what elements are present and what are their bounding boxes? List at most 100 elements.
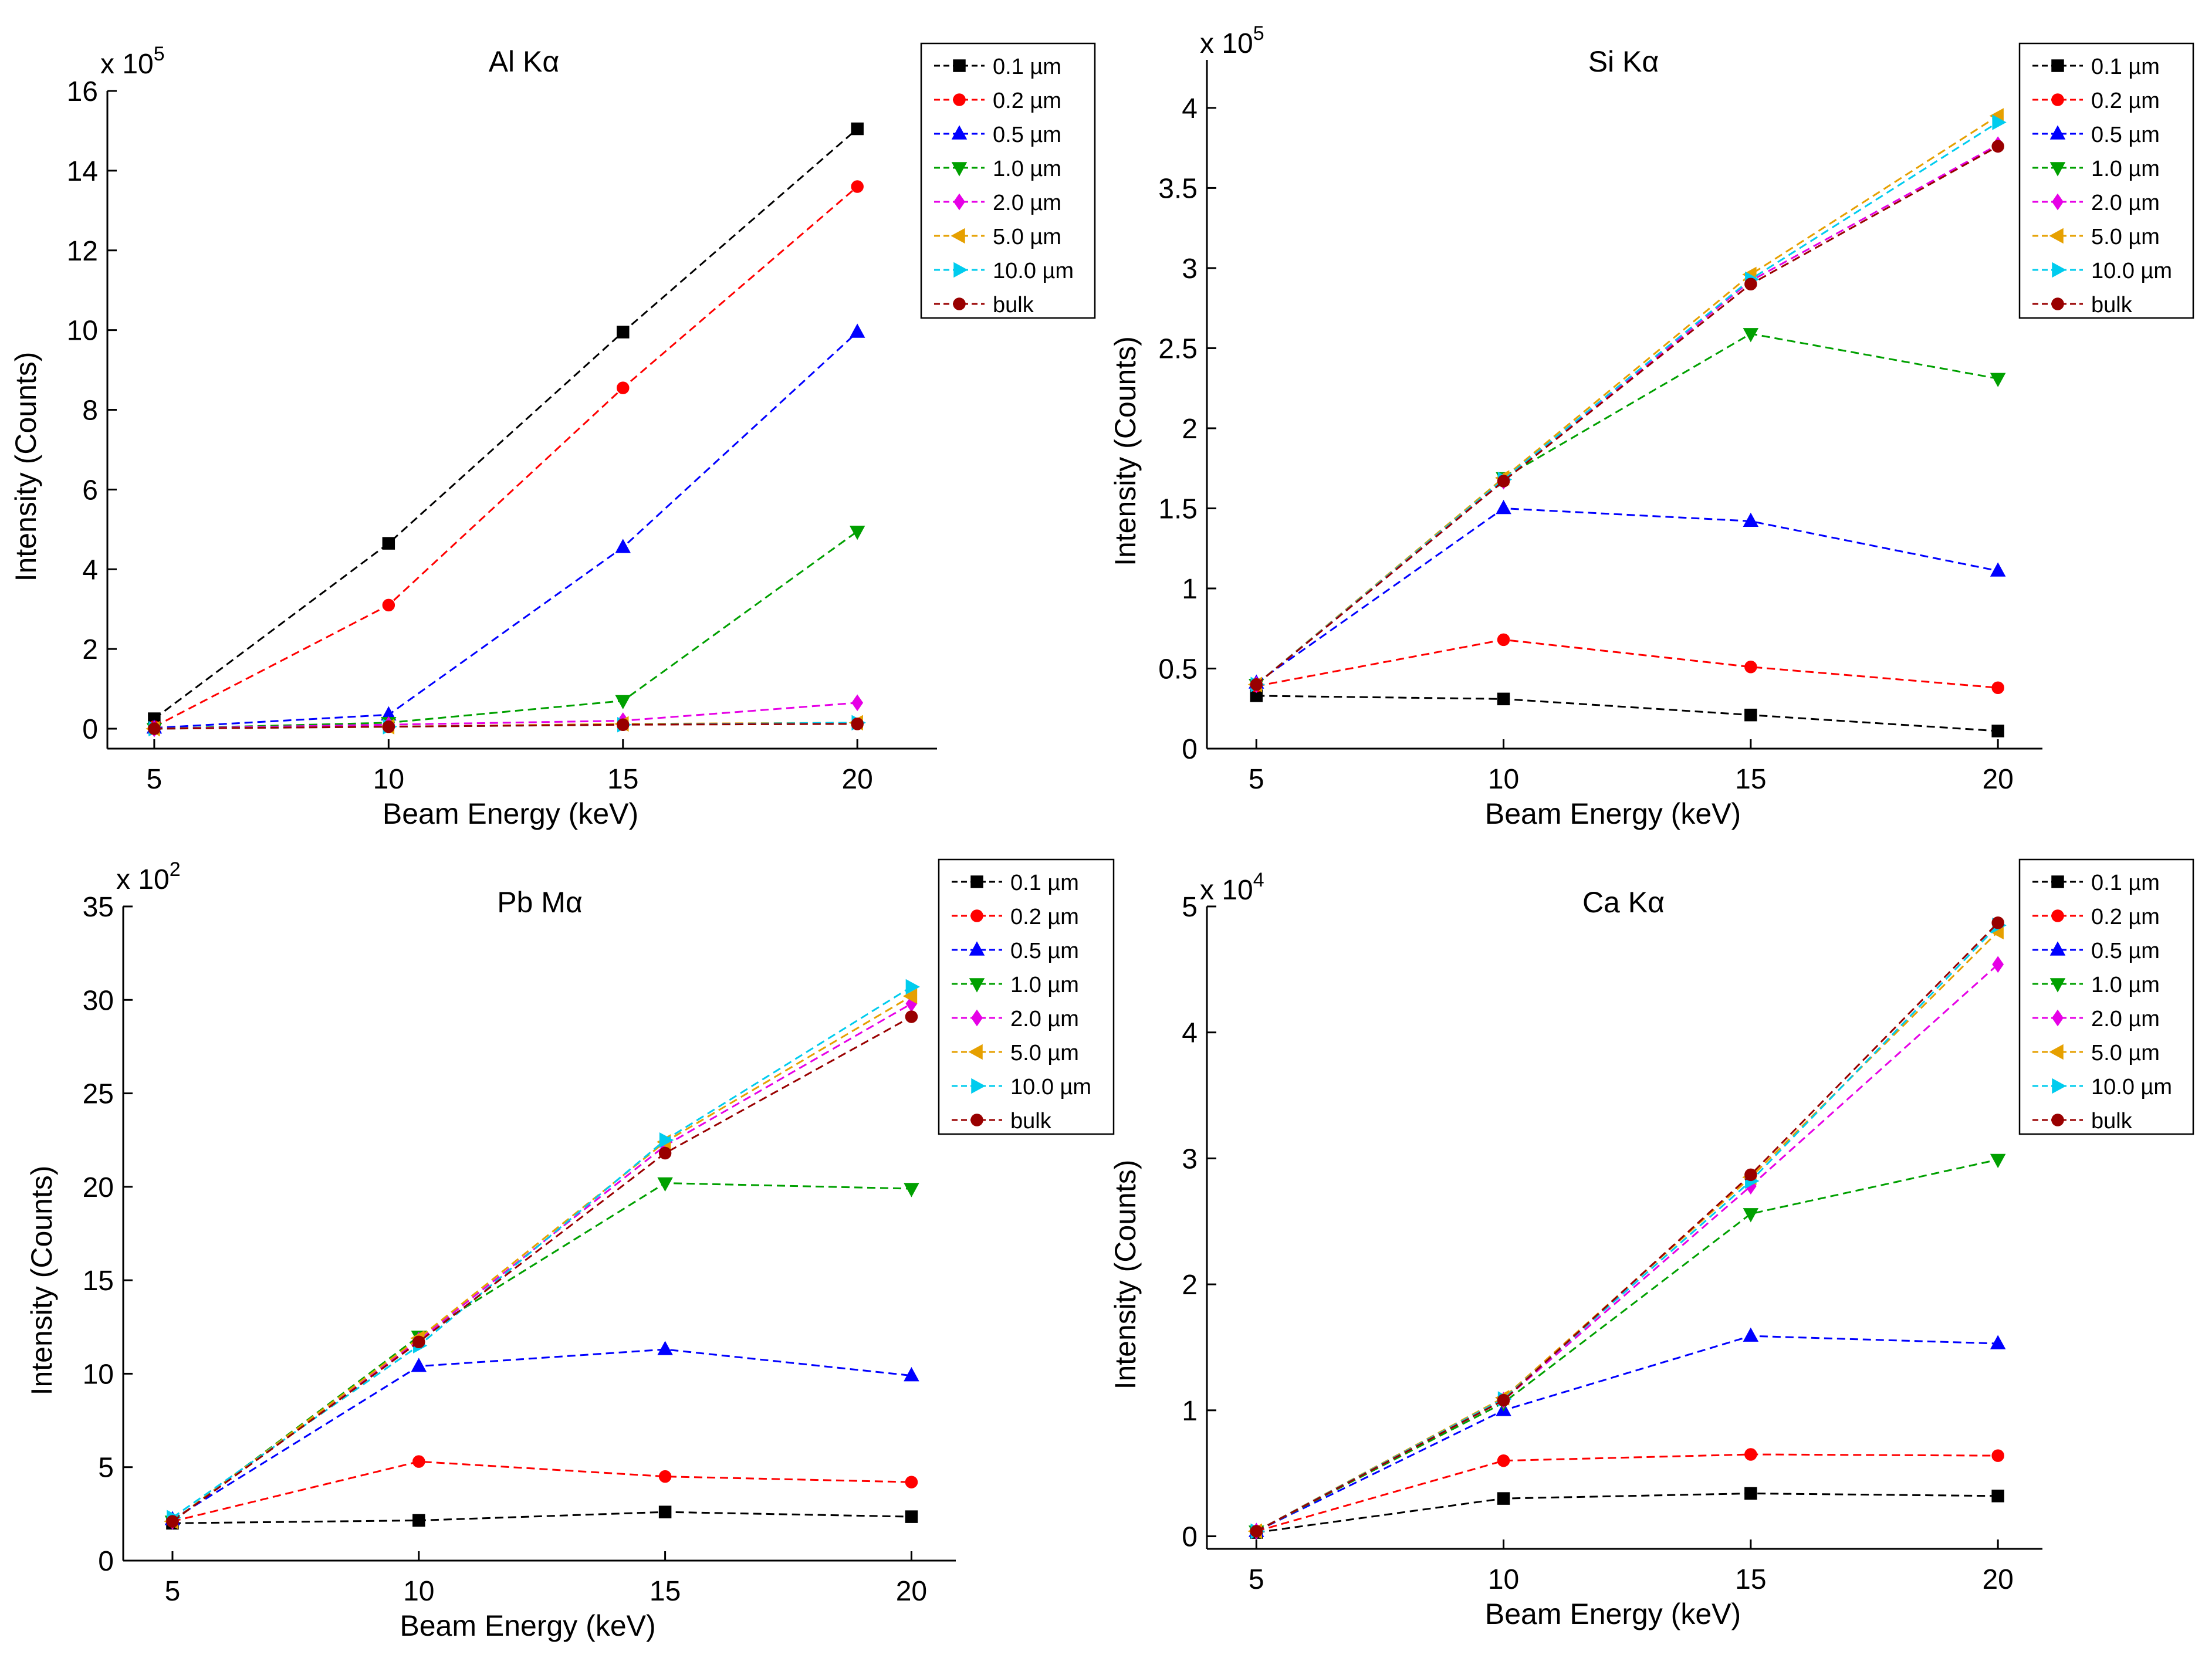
series-line (1256, 146, 1998, 685)
y-tick-label: 6 (82, 475, 98, 506)
series-line (1256, 1159, 1998, 1532)
data-point (849, 525, 865, 540)
legend-marker (953, 193, 965, 211)
series-1-0-m (164, 1177, 919, 1530)
legend-label: 2.0 µm (2091, 1007, 2160, 1031)
data-point (1992, 114, 2007, 130)
series-0-1-m (148, 122, 864, 725)
series-0-2-m (1250, 633, 2004, 695)
legend-marker (2051, 93, 2064, 106)
legend-label: 10.0 µm (2091, 1075, 2172, 1099)
legend-box (2018, 42, 2194, 319)
legend-marker (969, 941, 985, 956)
data-point (658, 1505, 672, 1518)
legend-label: 2.0 µm (2091, 191, 2160, 215)
data-point (1743, 1327, 1759, 1342)
data-point (382, 720, 395, 733)
y-tick-label: 1.5 (1158, 493, 1198, 525)
legend-marker (2049, 162, 2066, 177)
y-tick-label: 1 (1182, 574, 1198, 605)
data-point (1744, 661, 1757, 674)
legend-label: 10.0 µm (2091, 259, 2172, 283)
data-point (411, 1358, 427, 1372)
data-point (382, 598, 395, 612)
legend-marker (968, 1044, 983, 1060)
y-axis-label: Intensity (Counts) (1109, 336, 1142, 566)
legend-marker (951, 228, 965, 244)
series-0-2-m (1250, 1448, 2004, 1538)
series-2-0-m (148, 694, 864, 737)
legend-marker (953, 262, 968, 278)
data-point (1744, 1168, 1757, 1182)
data-point (1497, 475, 1510, 488)
series-line (1256, 930, 1999, 1532)
legend-label: 5.0 µm (2091, 225, 2160, 249)
chart-al-k: 0 2 4 6 8 10 12 14 16 5 10 15 20 Beam Energy (keV) Int… (9, 42, 1096, 830)
legend-box (920, 42, 1096, 319)
axis-multiplier: x 105 (1200, 22, 1264, 59)
y-tick-label: 35 (83, 892, 114, 923)
x-tick-label: 20 (1982, 1564, 2013, 1595)
series-line (1256, 695, 1998, 732)
y-tick-label: 2 (1182, 414, 1198, 445)
legend-label: 10.0 µm (1010, 1075, 1091, 1099)
legend-marker (971, 1078, 986, 1094)
data-point (658, 1146, 672, 1160)
data-point (902, 988, 918, 1004)
data-point (658, 1470, 672, 1483)
legend-label: bulk (2091, 293, 2133, 317)
data-point (1250, 678, 1263, 691)
series-line (153, 128, 858, 720)
x-tick-label: 5 (1249, 764, 1264, 795)
legend-label: 1.0 µm (2091, 157, 2160, 181)
data-point (1991, 140, 2004, 153)
y-tick-label: 3 (1182, 1143, 1198, 1175)
data-point (615, 695, 631, 710)
legend-marker (2049, 941, 2066, 956)
axis-multiplier-exponent: 5 (154, 43, 165, 65)
legend-marker (2052, 1009, 2064, 1027)
legend-label: bulk (993, 293, 1034, 317)
data-point (412, 1455, 425, 1468)
legend-marker (953, 297, 966, 310)
series-line (154, 530, 858, 730)
data-point (1991, 916, 2004, 929)
data-point (1744, 1487, 1757, 1500)
legend-marker (2052, 262, 2066, 278)
legend-marker (971, 1009, 983, 1027)
data-point (849, 323, 865, 338)
chart-title: Pb Mα (497, 886, 583, 919)
legend-label: bulk (1010, 1109, 1052, 1133)
legend-label: 0.5 µm (2091, 123, 2160, 147)
legend-label: 5.0 µm (1010, 1041, 1079, 1065)
chart-si-k: 0 0.5 1 1.5 2 2.5 3 3.5 4 5 10 15 20 Beam Energy (keV… (1109, 22, 2194, 830)
legend-label: 0.1 µm (1010, 871, 1079, 895)
x-tick-label: 15 (1735, 764, 1766, 795)
data-point (1743, 512, 1759, 527)
x-tick-label: 15 (1735, 1564, 1766, 1595)
data-point (1991, 725, 2004, 737)
x-tick-label: 10 (373, 764, 404, 795)
data-point (412, 1335, 425, 1349)
series-10-0-m (1250, 114, 2007, 693)
legend-label: 2.0 µm (993, 191, 1061, 215)
legend-marker (2049, 228, 2064, 244)
chart-title: Al Kα (489, 45, 560, 78)
series-0-1-m (1250, 1487, 2004, 1539)
series-5-0-m (1247, 108, 2004, 693)
data-point (617, 326, 630, 339)
data-point (1990, 373, 2006, 387)
data-point (851, 180, 864, 193)
series-line (172, 1460, 912, 1522)
series-line (1256, 638, 1998, 689)
data-point (1991, 681, 2004, 695)
data-point (166, 1515, 179, 1528)
legend-label: 10.0 µm (993, 259, 1074, 283)
data-point (615, 539, 631, 553)
data-point (1992, 956, 2004, 973)
chart-title: Ca Kα (1582, 886, 1665, 919)
data-point (905, 1010, 918, 1023)
y-tick-label: 12 (67, 236, 98, 267)
series-5-0-m (1247, 923, 2004, 1539)
